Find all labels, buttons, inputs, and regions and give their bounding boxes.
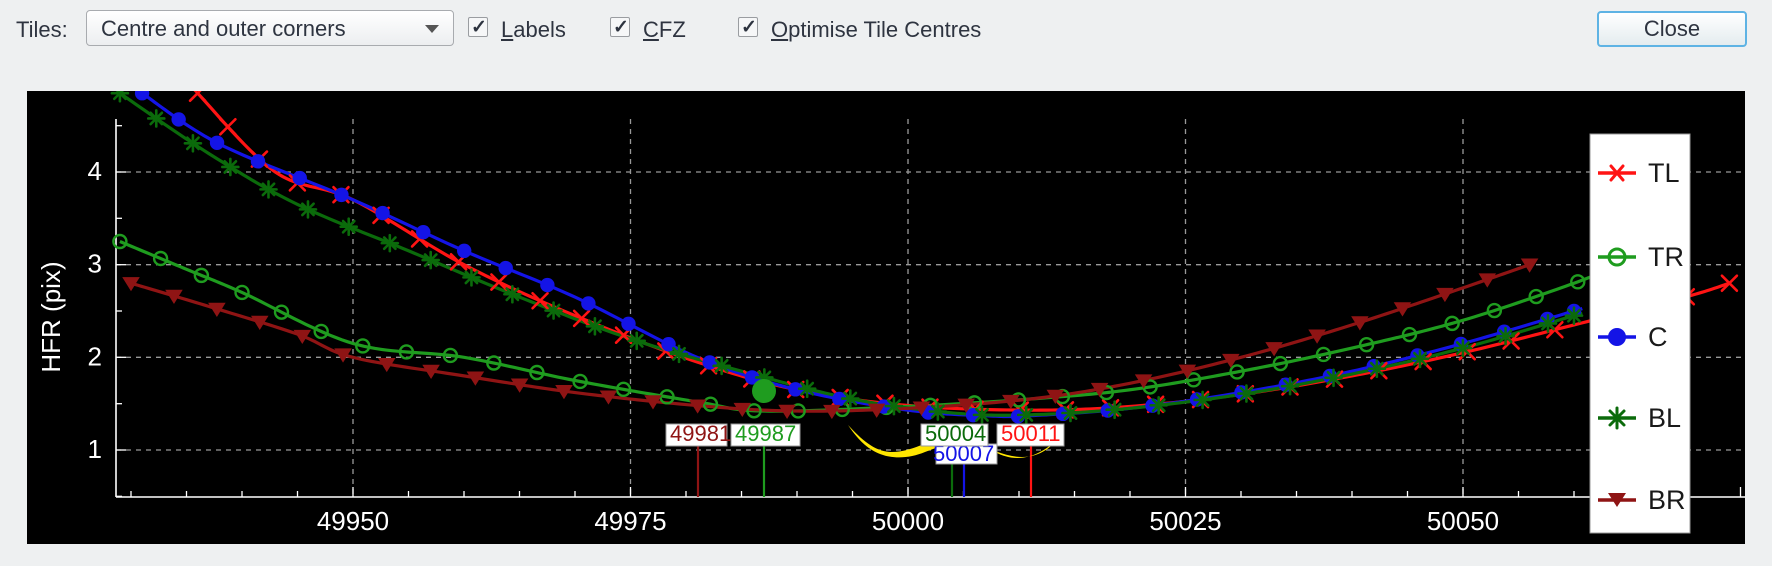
svg-text:3: 3 xyxy=(88,249,102,279)
svg-text:49981: 49981 xyxy=(670,421,731,446)
svg-text:TL: TL xyxy=(1648,158,1680,188)
svg-text:50000: 50000 xyxy=(872,506,944,536)
svg-text:49975: 49975 xyxy=(594,506,666,536)
svg-text:50004: 50004 xyxy=(925,421,986,446)
svg-text:4: 4 xyxy=(88,156,102,186)
svg-text:49987: 49987 xyxy=(735,421,796,446)
svg-text:HFR (pix): HFR (pix) xyxy=(36,261,66,372)
svg-text:1: 1 xyxy=(88,434,102,464)
svg-text:50025: 50025 xyxy=(1149,506,1221,536)
svg-text:49950: 49950 xyxy=(317,506,389,536)
svg-text:BL: BL xyxy=(1648,403,1681,433)
svg-text:C: C xyxy=(1648,322,1668,352)
svg-text:TR: TR xyxy=(1648,242,1684,272)
svg-text:BR: BR xyxy=(1648,485,1686,515)
svg-text:2: 2 xyxy=(88,341,102,371)
svg-text:50050: 50050 xyxy=(1427,506,1499,536)
svg-text:50011: 50011 xyxy=(1001,421,1061,446)
